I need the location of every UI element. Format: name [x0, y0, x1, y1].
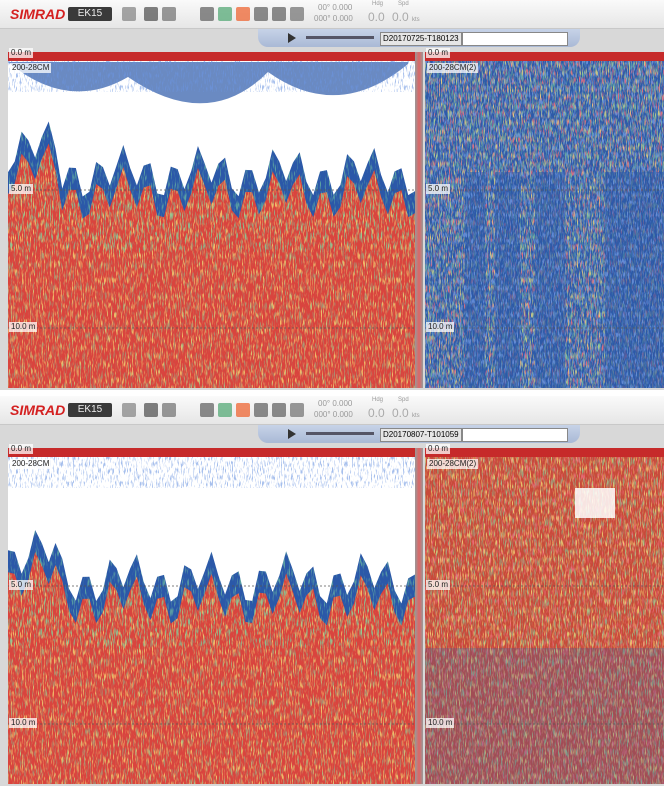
channel-label: 200-28CM	[10, 63, 52, 73]
replay-slider[interactable]	[306, 36, 374, 39]
scroll-strip	[415, 52, 423, 388]
replay-bar: D20170725-T180123	[258, 29, 580, 47]
toolbar-button[interactable]	[144, 403, 158, 417]
file-name: D20170725-T180123	[380, 32, 462, 46]
brand-logo: SIMRAD	[10, 6, 66, 22]
heading-label: Hdg	[372, 1, 384, 7]
longitude: 000° 0.000	[314, 410, 353, 419]
toolbar-button[interactable]	[200, 7, 214, 21]
toolbar-button[interactable]	[122, 7, 136, 21]
echogram	[425, 52, 664, 388]
depth-label: 0.0 m	[9, 48, 34, 58]
replay-slider[interactable]	[306, 432, 374, 435]
latitude: 00° 0.000	[318, 399, 353, 408]
progress-box	[462, 32, 568, 46]
heading-label: Hdg	[372, 397, 384, 403]
speed-unit: kts	[412, 413, 420, 419]
latitude: 00° 0.000	[318, 3, 353, 12]
depth-label: 10.0 m	[426, 322, 455, 332]
toolbar: SIMRAD EK15 00° 0.000 000° 0.000 Hdg 0.0 Spd 0.…	[0, 396, 664, 425]
echogram	[8, 52, 415, 388]
heading-value: 0.0	[368, 10, 385, 24]
model-badge: EK15	[68, 403, 112, 417]
play-button[interactable]	[288, 33, 296, 43]
speed-label: Spd	[398, 397, 409, 403]
toolbar-button[interactable]	[162, 403, 176, 417]
speed-value: 0.0	[392, 10, 409, 24]
depth-label: 5.0 m	[9, 580, 34, 590]
scroll-strip	[415, 448, 423, 784]
channel-label: 200-28CM	[10, 459, 52, 469]
toolbar: SIMRAD EK15 00° 0.000 000° 0.000 Hdg 0.0 Spd 0.…	[0, 0, 664, 29]
toolbar-button[interactable]	[236, 7, 250, 21]
replay-bar: D20170807-T101059	[258, 425, 580, 443]
echosounder-window: SIMRAD EK15 00° 0.000 000° 0.000 Hdg 0.0 Spd 0.…	[0, 0, 664, 390]
depth-label: 5.0 m	[426, 580, 451, 590]
depth-label: 10.0 m	[9, 718, 38, 728]
toolbar-button[interactable]	[254, 7, 268, 21]
speed-label: Spd	[398, 1, 409, 7]
toolbar-button[interactable]	[218, 7, 232, 21]
depth-label: 0.0 m	[426, 48, 451, 58]
toolbar-button[interactable]	[254, 403, 268, 417]
toolbar-button[interactable]	[272, 403, 286, 417]
toolbar-button[interactable]	[200, 403, 214, 417]
toolbar-button[interactable]	[290, 403, 304, 417]
toolbar-button[interactable]	[144, 7, 158, 21]
channel-label: 200-28CM(2)	[427, 459, 479, 469]
depth-label: 0.0 m	[9, 444, 34, 454]
depth-label: 5.0 m	[426, 184, 451, 194]
toolbar-button[interactable]	[236, 403, 250, 417]
toolbar-button[interactable]	[218, 403, 232, 417]
model-badge: EK15	[68, 7, 112, 21]
toolbar-button[interactable]	[290, 7, 304, 21]
file-name: D20170807-T101059	[380, 428, 462, 442]
heading-value: 0.0	[368, 406, 385, 420]
toolbar-button[interactable]	[162, 7, 176, 21]
depth-label: 10.0 m	[426, 718, 455, 728]
echogram	[8, 448, 415, 784]
toolbar-button[interactable]	[122, 403, 136, 417]
brand-logo: SIMRAD	[10, 402, 66, 418]
depth-label: 0.0 m	[426, 444, 451, 454]
channel-label: 200-28CM(2)	[427, 63, 479, 73]
toolbar-button[interactable]	[272, 7, 286, 21]
progress-box	[462, 428, 568, 442]
echogram	[425, 448, 664, 784]
speed-value: 0.0	[392, 406, 409, 420]
play-button[interactable]	[288, 429, 296, 439]
depth-label: 5.0 m	[9, 184, 34, 194]
longitude: 000° 0.000	[314, 14, 353, 23]
speed-unit: kts	[412, 17, 420, 23]
depth-label: 10.0 m	[9, 322, 38, 332]
echosounder-window: SIMRAD EK15 00° 0.000 000° 0.000 Hdg 0.0 Spd 0.…	[0, 396, 664, 786]
